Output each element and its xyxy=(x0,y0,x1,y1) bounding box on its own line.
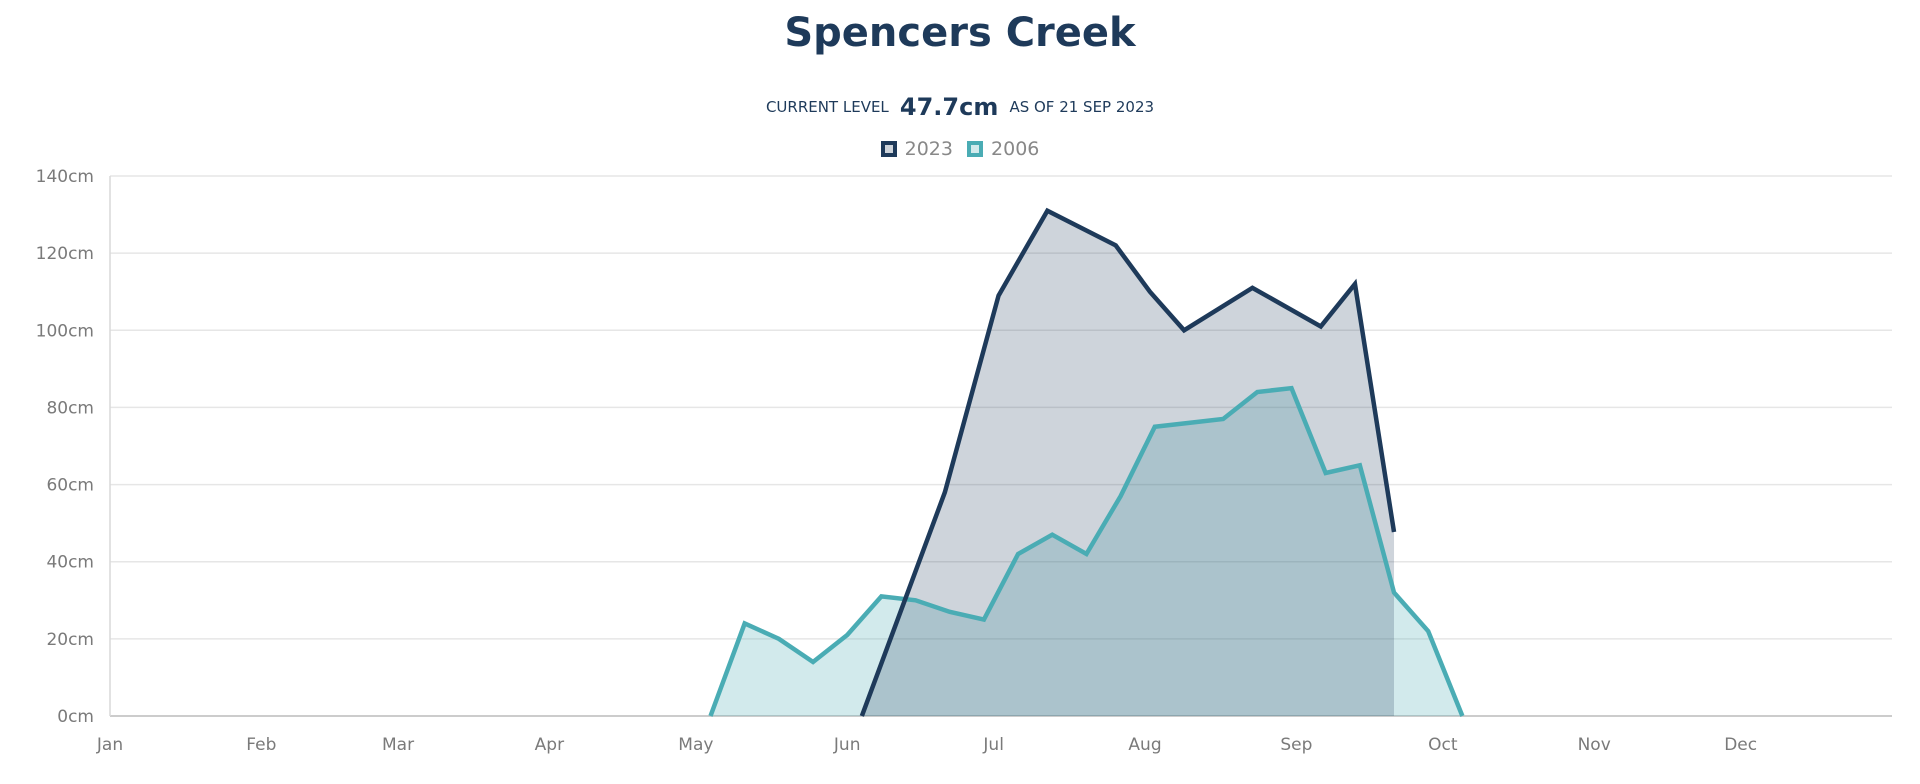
current-level-value: 47.7cm xyxy=(899,93,999,121)
legend-swatch-2023 xyxy=(880,141,897,157)
legend-item-2023[interactable]: 2023 xyxy=(880,138,953,160)
y-tick-label-140: 140cm xyxy=(36,167,94,187)
y-tick-label-20: 20cm xyxy=(46,630,94,650)
y-tick-label-0: 0cm xyxy=(57,707,94,727)
legend-label-2023: 2023 xyxy=(904,138,953,160)
x-tick-label-jul: Jul xyxy=(982,735,1004,755)
y-tick-label-80: 80cm xyxy=(46,398,94,418)
y-tick-label-120: 120cm xyxy=(36,244,94,264)
chart-legend: 2023 2006 xyxy=(0,138,1920,162)
x-tick-label-apr: Apr xyxy=(535,735,564,755)
x-tick-label-nov: Nov xyxy=(1578,735,1611,755)
series-line-2006[interactable] xyxy=(708,385,1465,717)
y-tick-label-100: 100cm xyxy=(36,321,94,341)
series-area-2006 xyxy=(710,388,1463,716)
legend-item-2006[interactable]: 2006 xyxy=(967,138,1039,160)
current-level-date: AS OF 21 SEP 2023 xyxy=(1009,98,1155,116)
y-tick-label-60: 60cm xyxy=(46,476,94,496)
x-tick-label-feb: Feb xyxy=(246,735,276,755)
series-line-2023[interactable] xyxy=(859,207,1397,717)
series-area-2023 xyxy=(861,210,1395,716)
legend-swatch-2006 xyxy=(967,141,984,157)
current-level-readout: CURRENT LEVEL 47.7cm AS OF 21 SEP 2023 xyxy=(0,90,1920,121)
x-tick-label-jun: Jun xyxy=(833,735,861,755)
x-tick-label-mar: Mar xyxy=(382,735,414,755)
chart-title: Spencers Creek xyxy=(784,10,1136,56)
legend-label-2006: 2006 xyxy=(991,138,1040,160)
x-tick-label-sep: Sep xyxy=(1280,735,1312,755)
x-tick-label-oct: Oct xyxy=(1428,735,1458,755)
y-tick-label-40: 40cm xyxy=(46,553,94,573)
x-tick-label-dec: Dec xyxy=(1724,735,1757,755)
x-tick-label-aug: Aug xyxy=(1128,735,1161,755)
x-tick-label-may: May xyxy=(678,735,713,755)
x-tick-label-jan: Jan xyxy=(96,735,123,755)
current-level-prefix: CURRENT LEVEL xyxy=(765,98,889,116)
